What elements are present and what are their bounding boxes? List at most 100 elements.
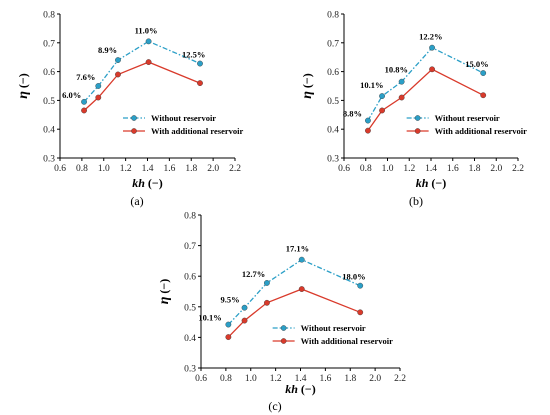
x-axis-title: kh (−) — [285, 382, 316, 396]
x-tick-label: 0.6 — [338, 164, 350, 174]
y-tick-label: 0.8 — [327, 11, 339, 21]
y-axis-title-var: η — [300, 91, 315, 99]
y-axis-title: η (−) — [300, 73, 315, 99]
data-label: 7.6% — [76, 72, 95, 82]
data-point-1 — [365, 127, 371, 134]
data-point-0 — [115, 57, 121, 63]
data-label: 10.8% — [385, 65, 408, 75]
y-tick-label: 0.6 — [327, 68, 339, 78]
y-tick-label: 0.4 — [184, 334, 196, 344]
x-axis-title-var: kh — [416, 176, 429, 190]
data-label: 10.1% — [360, 80, 383, 90]
y-axis-title-var: η — [157, 296, 172, 304]
data-point-1 — [115, 71, 121, 78]
data-point-1 — [264, 299, 270, 306]
y-axis-title: η (−) — [157, 279, 172, 305]
data-point-1 — [197, 80, 203, 87]
data-point-0 — [225, 321, 232, 328]
data-point-0 — [264, 280, 270, 286]
chart-panel-2: 0.6 0.8 1.0 1.2 1.4 1.6 1.8 2.0 2.2 0.3 0.4 0.5 0.6 0… — [157, 212, 406, 414]
data-point-0 — [357, 282, 364, 289]
legend-entry-1: With additional reservoir — [151, 126, 243, 136]
data-point-1 — [480, 92, 487, 99]
x-tick-label: 1.4 — [295, 374, 307, 384]
x-tick-label: 0.8 — [360, 164, 372, 174]
data-label: 11.0% — [135, 25, 158, 35]
y-tick-label: 0.5 — [327, 97, 339, 107]
legend-entry-1: With additional reservoir — [301, 336, 393, 346]
y-axis-title-unit: (−) — [300, 73, 314, 91]
y-axis-title: η (−) — [16, 73, 31, 99]
data-point-1 — [225, 334, 232, 340]
x-tick-label: 1.0 — [98, 164, 110, 174]
legend-entry-1: With additional reservoir — [435, 126, 527, 136]
x-axis-title: kh (−) — [416, 176, 447, 190]
legend-marker-0 — [414, 115, 421, 121]
x-tick-label: 0.8 — [220, 374, 232, 384]
y-tick-label: 0.3 — [327, 155, 339, 165]
data-label: 8.9% — [98, 45, 117, 55]
y-tick-label: 0.5 — [43, 97, 55, 107]
data-point-1 — [379, 107, 385, 114]
data-point-1 — [298, 286, 305, 292]
legend-entry-0: Without reservoir — [151, 113, 216, 123]
x-tick-label: 1.2 — [270, 374, 282, 384]
x-tick-label: 1.8 — [469, 164, 481, 174]
data-point-1 — [398, 94, 405, 101]
data-label: 17.1% — [286, 244, 309, 254]
chart-panel-0: 0.6 0.8 1.0 1.2 1.4 1.6 1.8 2.0 2.2 0.3 0.4 0.5 0.6 0… — [16, 11, 243, 209]
x-tick-label: 1.6 — [319, 374, 331, 384]
data-label: 6.0% — [62, 90, 81, 100]
data-point-0 — [298, 256, 305, 263]
data-label: 9.5% — [221, 295, 240, 305]
y-axis-title-unit: (−) — [16, 73, 30, 91]
x-tick-label: 2.2 — [512, 164, 524, 174]
data-point-0 — [145, 38, 152, 45]
legend-marker-1 — [131, 128, 137, 134]
legend-marker-1 — [280, 338, 287, 344]
data-point-1 — [81, 107, 87, 114]
x-axis-title-unit: (−) — [428, 176, 446, 190]
y-tick-label: 0.4 — [43, 126, 55, 136]
data-point-0 — [429, 44, 435, 51]
series-line-1 — [83, 61, 201, 111]
y-tick-label: 0.3 — [184, 365, 196, 375]
y-axis-title-unit: (−) — [157, 279, 171, 297]
x-axis-title-var: kh — [285, 382, 298, 396]
x-tick-label: 1.4 — [425, 164, 437, 174]
data-point-0 — [197, 60, 203, 67]
data-label: 12.7% — [242, 269, 265, 279]
y-tick-label: 0.7 — [184, 242, 196, 252]
y-tick-label: 0.8 — [43, 11, 55, 21]
x-axis-title-var: kh — [132, 176, 145, 190]
data-point-1 — [241, 317, 248, 324]
x-tick-label: 1.4 — [142, 164, 154, 174]
data-point-1 — [429, 66, 435, 73]
legend-entry-0: Without reservoir — [435, 113, 500, 123]
x-tick-label: 0.6 — [54, 164, 66, 174]
x-tick-label: 1.0 — [245, 374, 257, 384]
x-tick-label: 1.2 — [120, 164, 132, 174]
data-label: 12.5% — [182, 50, 205, 60]
legend-marker-0 — [131, 115, 137, 121]
x-tick-label: 1.6 — [447, 164, 459, 174]
y-tick-label: 0.6 — [43, 68, 55, 78]
data-point-0 — [81, 98, 87, 105]
x-tick-label: 1.8 — [344, 374, 356, 384]
chart-panel-1: 0.6 0.8 1.0 1.2 1.4 1.6 1.8 2.0 2.2 0.3 0.4 0.5 0.6 0… — [300, 11, 527, 209]
x-tick-label: 1.2 — [403, 164, 415, 174]
y-tick-label: 0.5 — [184, 303, 196, 313]
y-tick-label: 0.4 — [327, 126, 339, 136]
data-point-0 — [365, 117, 371, 124]
legend-entry-0: Without reservoir — [301, 323, 366, 333]
x-tick-label: 1.0 — [382, 164, 394, 174]
data-point-0 — [398, 78, 405, 85]
legend-marker-0 — [280, 325, 287, 331]
data-point-1 — [357, 309, 364, 316]
data-label: 10.1% — [198, 313, 221, 323]
data-label: 15.0% — [465, 59, 488, 69]
x-tick-label: 0.8 — [76, 164, 88, 174]
x-axis-title-unit: (−) — [145, 176, 163, 190]
panel-label: (a) — [130, 194, 143, 208]
